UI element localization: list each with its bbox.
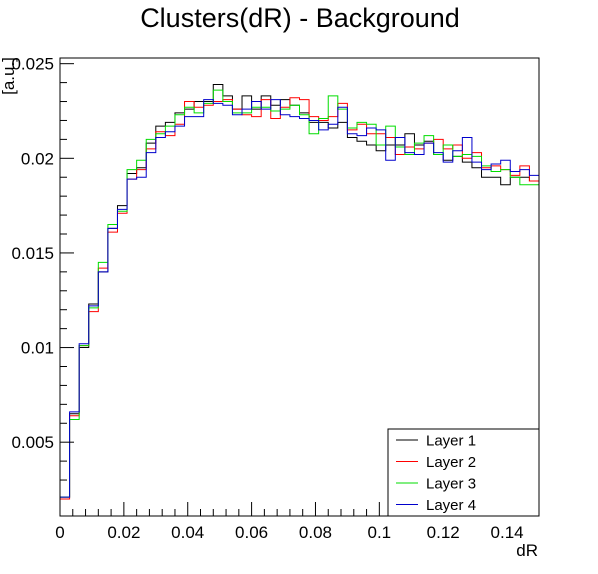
x-tick-label: 0.12 bbox=[427, 523, 460, 542]
series-layer bbox=[59, 84, 539, 516]
x-tick-label: 0.02 bbox=[107, 523, 140, 542]
chart-title: Clusters(dR) - Background bbox=[140, 3, 460, 33]
series-line-layer-2 bbox=[59, 97, 539, 516]
x-axis-label: dR bbox=[516, 541, 538, 560]
legend-box bbox=[387, 428, 540, 517]
x-axis: 0 0.02 0.04 0.06 0.08 0.1 0.12 0.14 bbox=[55, 502, 534, 542]
y-axis: 0.005 0.01 0.015 0.02 0.025 bbox=[11, 55, 74, 481]
x-tick-label: 0.14 bbox=[491, 523, 524, 542]
y-axis-label: [a.u.] bbox=[0, 57, 18, 95]
x-tick-label: 0 bbox=[55, 523, 64, 542]
y-tick-label: 0.02 bbox=[21, 149, 54, 168]
legend-label-layer-3: Layer 3 bbox=[426, 476, 476, 493]
series-line-layer-4 bbox=[59, 99, 539, 516]
y-tick-label: 0.01 bbox=[21, 339, 54, 358]
legend-label-layer-1: Layer 1 bbox=[426, 433, 476, 450]
legend-label-layer-4: Layer 4 bbox=[426, 497, 476, 514]
plot-frame bbox=[59, 57, 540, 517]
legend-label-layer-2: Layer 2 bbox=[426, 454, 476, 471]
y-tick-label: 0.005 bbox=[11, 433, 54, 452]
x-tick-label: 0.06 bbox=[235, 523, 268, 542]
legend: Layer 1 Layer 2 Layer 3 Layer 4 bbox=[387, 428, 540, 517]
y-tick-label: 0.015 bbox=[11, 244, 54, 263]
y-tick-label: 0.025 bbox=[11, 55, 54, 74]
x-tick-label: 0.1 bbox=[368, 523, 392, 542]
x-tick-label: 0.08 bbox=[299, 523, 332, 542]
x-tick-label: 0.04 bbox=[171, 523, 204, 542]
